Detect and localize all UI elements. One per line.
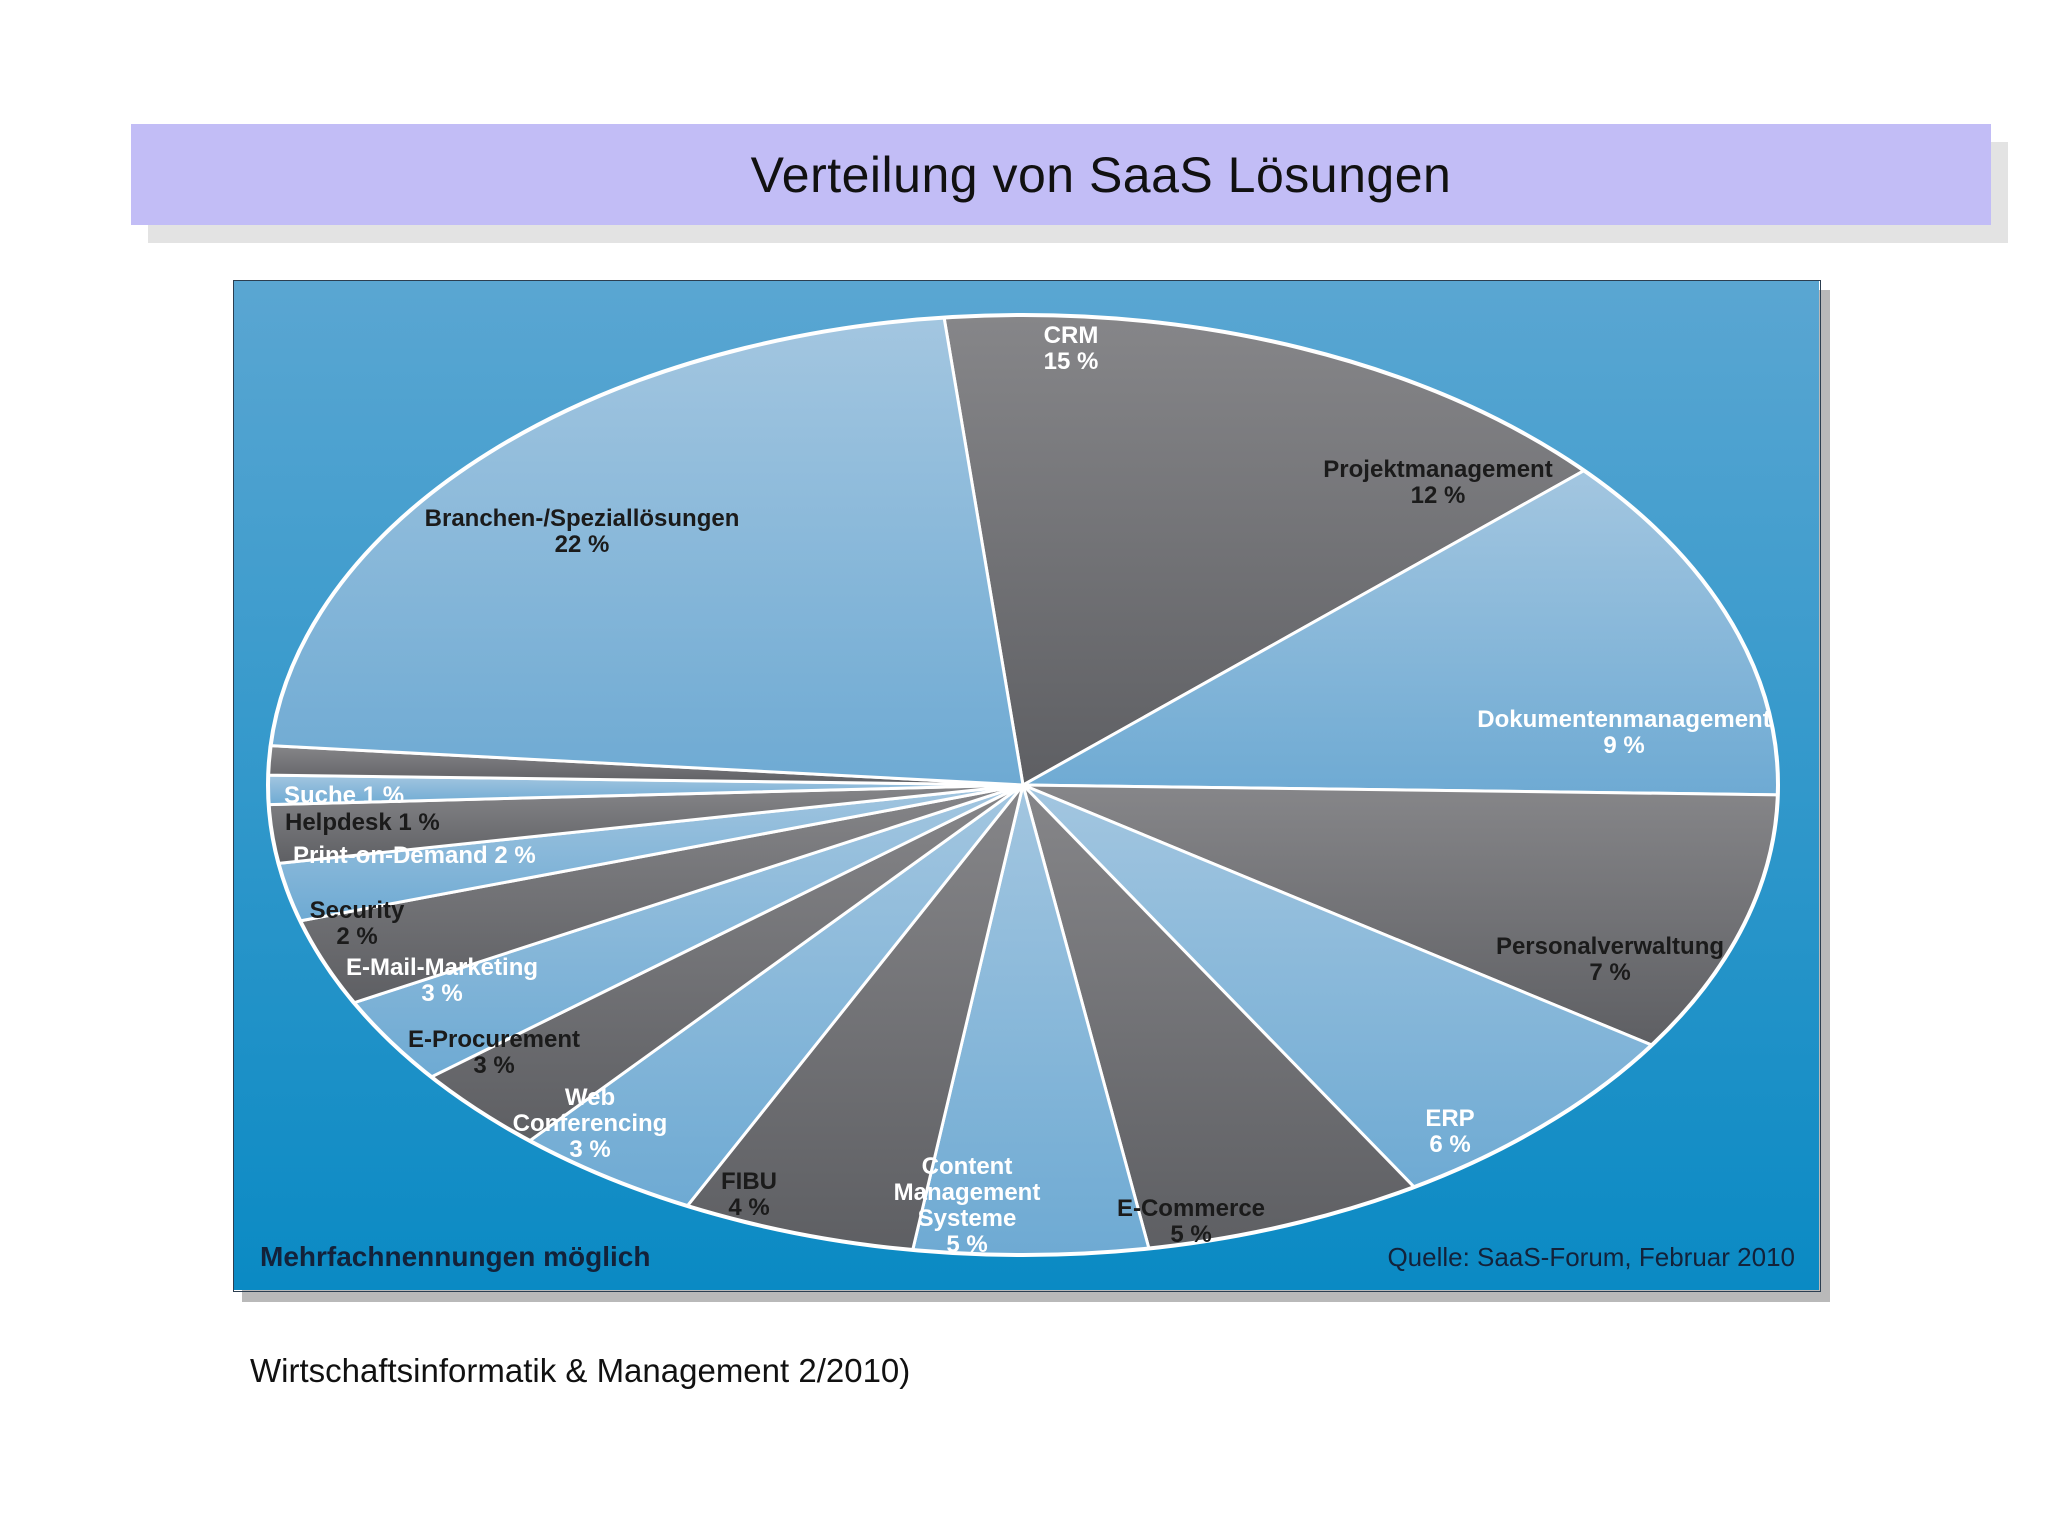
slice-label-line: Management (894, 1179, 1041, 1206)
slice-label-line: 5 % (946, 1231, 987, 1258)
title-bar: Verteilung von SaaS Lösungen (131, 124, 1991, 225)
slice-label-line: Personalverwaltung (1496, 933, 1724, 960)
slice-label-line: 15 % (1044, 348, 1099, 375)
slice-label-line: E-Commerce (1117, 1195, 1265, 1222)
slice-label: Print-on-Demand 2 % (293, 842, 536, 869)
slice-label-line: 22 % (555, 531, 610, 558)
slice-label: E-Commerce 5 % (1117, 1195, 1265, 1248)
slice-label: ERP 6 % (1425, 1105, 1474, 1158)
pie-outline (266, 313, 1780, 1257)
slice-label-line: Content (922, 1153, 1013, 1180)
slice-label: Suche 1 % (284, 782, 404, 809)
slice-label-line: Security (310, 897, 405, 924)
slice-label-line: 12 % (1411, 482, 1466, 509)
pie-labels: CRM 15 % Projektmanagement 12 % Dokumentenma… (284, 322, 1771, 1258)
pie-chart-panel: CRM 15 % Projektmanagement 12 % Dokumentenma… (233, 280, 1821, 1292)
slice-label: FIBU 4 % (721, 1168, 777, 1221)
slice-label: Web Conferencing 3 % (513, 1084, 668, 1163)
slice-label: Projektmanagement 12 % (1323, 456, 1552, 509)
slice-label-line: 7 % (1589, 959, 1630, 986)
footnote-right: Quelle: SaaS-Forum, Februar 2010 (1387, 1242, 1795, 1272)
slice-label: CRM 15 % (1044, 322, 1099, 375)
slice-label-line: Suche 1 % (284, 782, 404, 809)
slice-label-line: 5 % (1170, 1221, 1211, 1248)
slice-label: Security 2 % (310, 897, 405, 950)
slice-label: E-Mail-Marketing 3 % (346, 954, 538, 1007)
slice-label-line: 6 % (1429, 1131, 1470, 1158)
slice-label-line: ERP (1425, 1105, 1474, 1132)
pie-slices (266, 313, 1780, 1257)
slice-label-line: 4 % (728, 1194, 769, 1221)
slice-label: E-Procurement 3 % (408, 1026, 580, 1079)
slice-label-line: Print-on-Demand 2 % (293, 842, 536, 869)
slice-label: Content Management Systeme 5 % (894, 1153, 1041, 1258)
slice-label: Dokumentenmanagement 9 % (1477, 706, 1770, 759)
slice-label-line: 9 % (1603, 732, 1644, 759)
slice-label-line: 3 % (473, 1052, 514, 1079)
slice-label-line: CRM (1044, 322, 1099, 349)
slice-label-line: Conferencing (513, 1110, 668, 1137)
source-caption: Wirtschaftsinformatik & Management 2/201… (250, 1352, 911, 1389)
slice-label-line: Systeme (918, 1205, 1017, 1232)
slice-label: Branchen-/Speziallösungen 22 % (425, 505, 740, 558)
slice-label: Helpdesk 1 % (285, 809, 440, 836)
slice-label: Personalverwaltung 7 % (1496, 933, 1724, 986)
slide-title: Verteilung von SaaS Lösungen (750, 146, 1452, 203)
pie-chart: CRM 15 % Projektmanagement 12 % Dokumentenma… (234, 281, 1819, 1290)
slice-label-line: Web (565, 1084, 615, 1111)
slice-label-line: E-Procurement (408, 1026, 580, 1053)
slice-label-line: 3 % (421, 980, 462, 1007)
slice-label-line: FIBU (721, 1168, 777, 1195)
slice-label-line: 2 % (336, 923, 377, 950)
slice-label-line: Branchen-/Speziallösungen (425, 505, 740, 532)
footnote-left: Mehrfachnennungen möglich (260, 1241, 650, 1272)
slice-label-line: Projektmanagement (1323, 456, 1552, 483)
slice-label-line: Dokumentenmanagement (1477, 706, 1770, 733)
slice-label-line: Helpdesk 1 % (285, 809, 440, 836)
slice-label-line: E-Mail-Marketing (346, 954, 538, 981)
slice-label-line: 3 % (569, 1136, 610, 1163)
